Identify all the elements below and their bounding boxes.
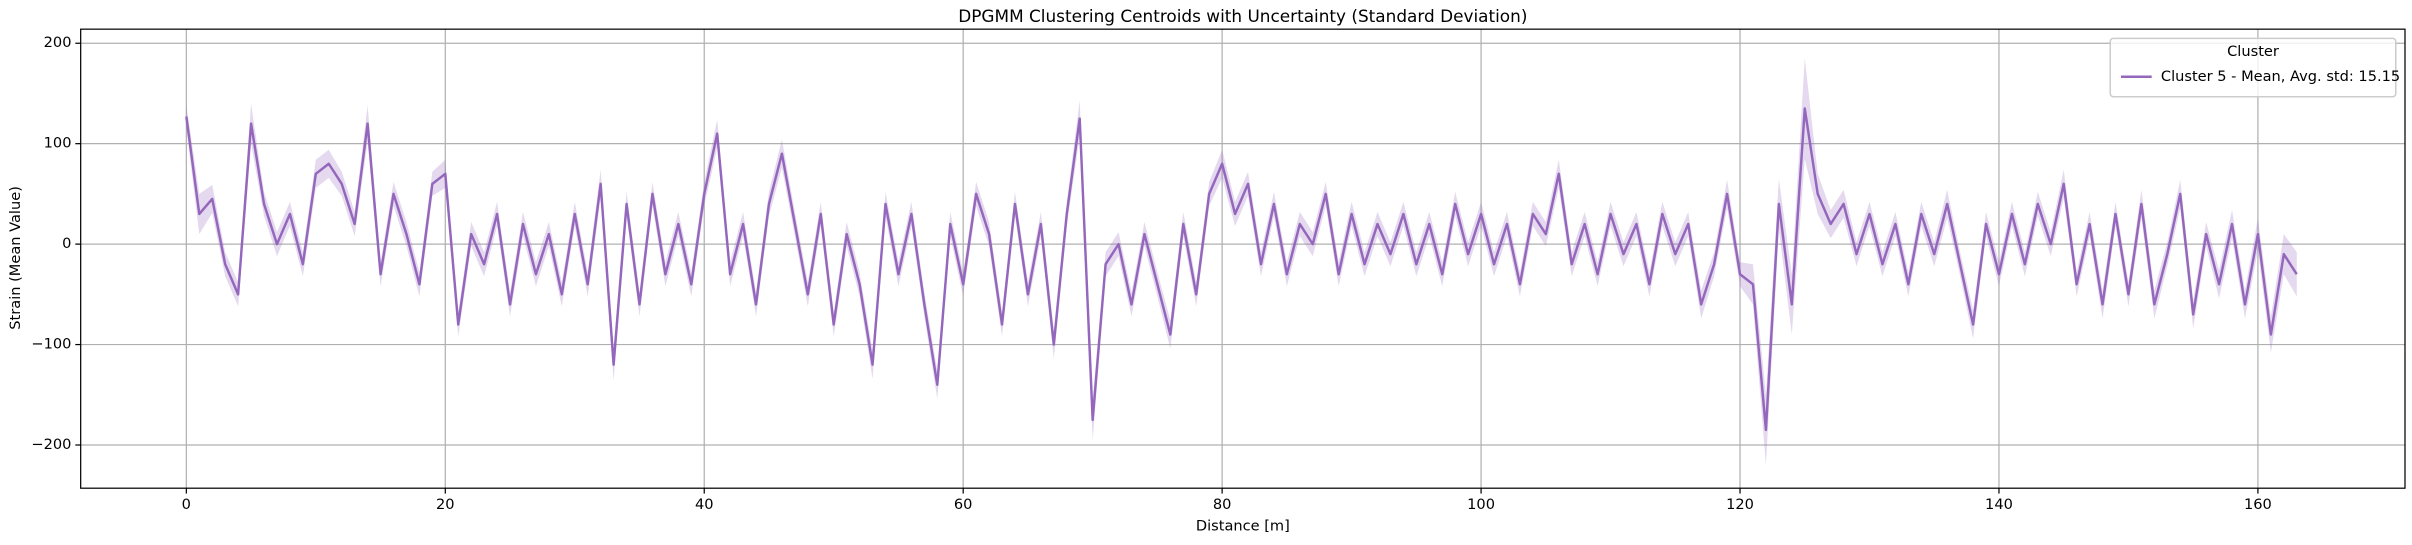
legend-box — [2109, 37, 2397, 98]
y-tick-label: 200 — [44, 34, 72, 51]
x-tick-label: 100 — [1467, 496, 1495, 513]
y-tick-label: 100 — [44, 135, 72, 152]
x-tick-label: 60 — [954, 496, 973, 513]
x-tick-label: 40 — [695, 496, 714, 513]
legend-title: Cluster — [2227, 43, 2279, 60]
x-tick-label: 160 — [2244, 496, 2272, 513]
y-tick-label: −200 — [31, 436, 71, 453]
x-tick-label: 80 — [1213, 496, 1232, 513]
x-tick-label: 0 — [182, 496, 191, 513]
mean-line — [185, 107, 2298, 432]
y-tick-label: −100 — [31, 336, 71, 353]
x-tick-label: 20 — [436, 496, 455, 513]
chart-title: DPGMM Clustering Centroids with Uncertai… — [958, 6, 1527, 26]
y-axis-label: Strain (Mean Value) — [7, 186, 24, 330]
x-tick-label: 120 — [1726, 496, 1754, 513]
axes-frame — [80, 28, 2406, 489]
x-axis-label: Distance [m] — [1196, 518, 1290, 535]
x-tick-label: 140 — [1985, 496, 2013, 513]
legend-label: Cluster 5 - Mean, Avg. std: 15.15 — [2161, 68, 2400, 85]
plot-layer: 0 20 40 60 80 100 120 140 160 −200 −100 0 100 200 Clus… — [31, 28, 2406, 513]
y-tick-label: 0 — [62, 235, 71, 252]
